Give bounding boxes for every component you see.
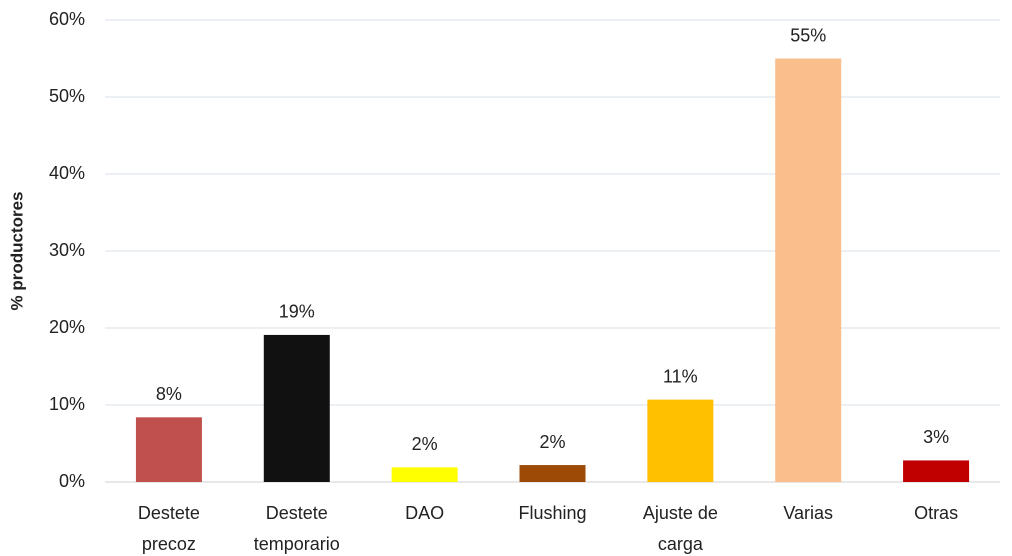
data-label: 8% [156,384,182,404]
y-tick-label: 10% [49,394,85,414]
bar [775,58,842,482]
data-label: 2% [412,434,438,454]
y-tick-label: 50% [49,86,85,106]
data-label: 19% [279,302,315,322]
bar [135,417,202,482]
data-label: 3% [923,427,949,447]
bar [647,399,714,482]
y-tick-label: 30% [49,240,85,260]
x-tick-label: Otras [914,503,958,523]
y-tick-label: 20% [49,317,85,337]
data-label: 11% [663,366,698,386]
y-axis-title: % productores [7,191,26,310]
x-tick-label: Ajuste de carga [643,503,718,554]
x-tick-label: Varias [783,503,833,523]
data-label: 55% [790,25,826,45]
x-tick-label: Destete precoz [138,503,200,554]
y-tick-label: 0% [59,471,85,491]
bar [391,467,458,482]
x-tick-label: Flushing [518,503,586,523]
y-tick-label: 40% [49,163,85,183]
bar [903,460,970,482]
bar [519,465,586,482]
bar [263,334,330,482]
x-tick-label: DAO [405,503,444,523]
data-label: 2% [539,432,565,452]
y-tick-label: 60% [49,9,85,29]
x-tick-label: Destete temporario [254,503,340,554]
